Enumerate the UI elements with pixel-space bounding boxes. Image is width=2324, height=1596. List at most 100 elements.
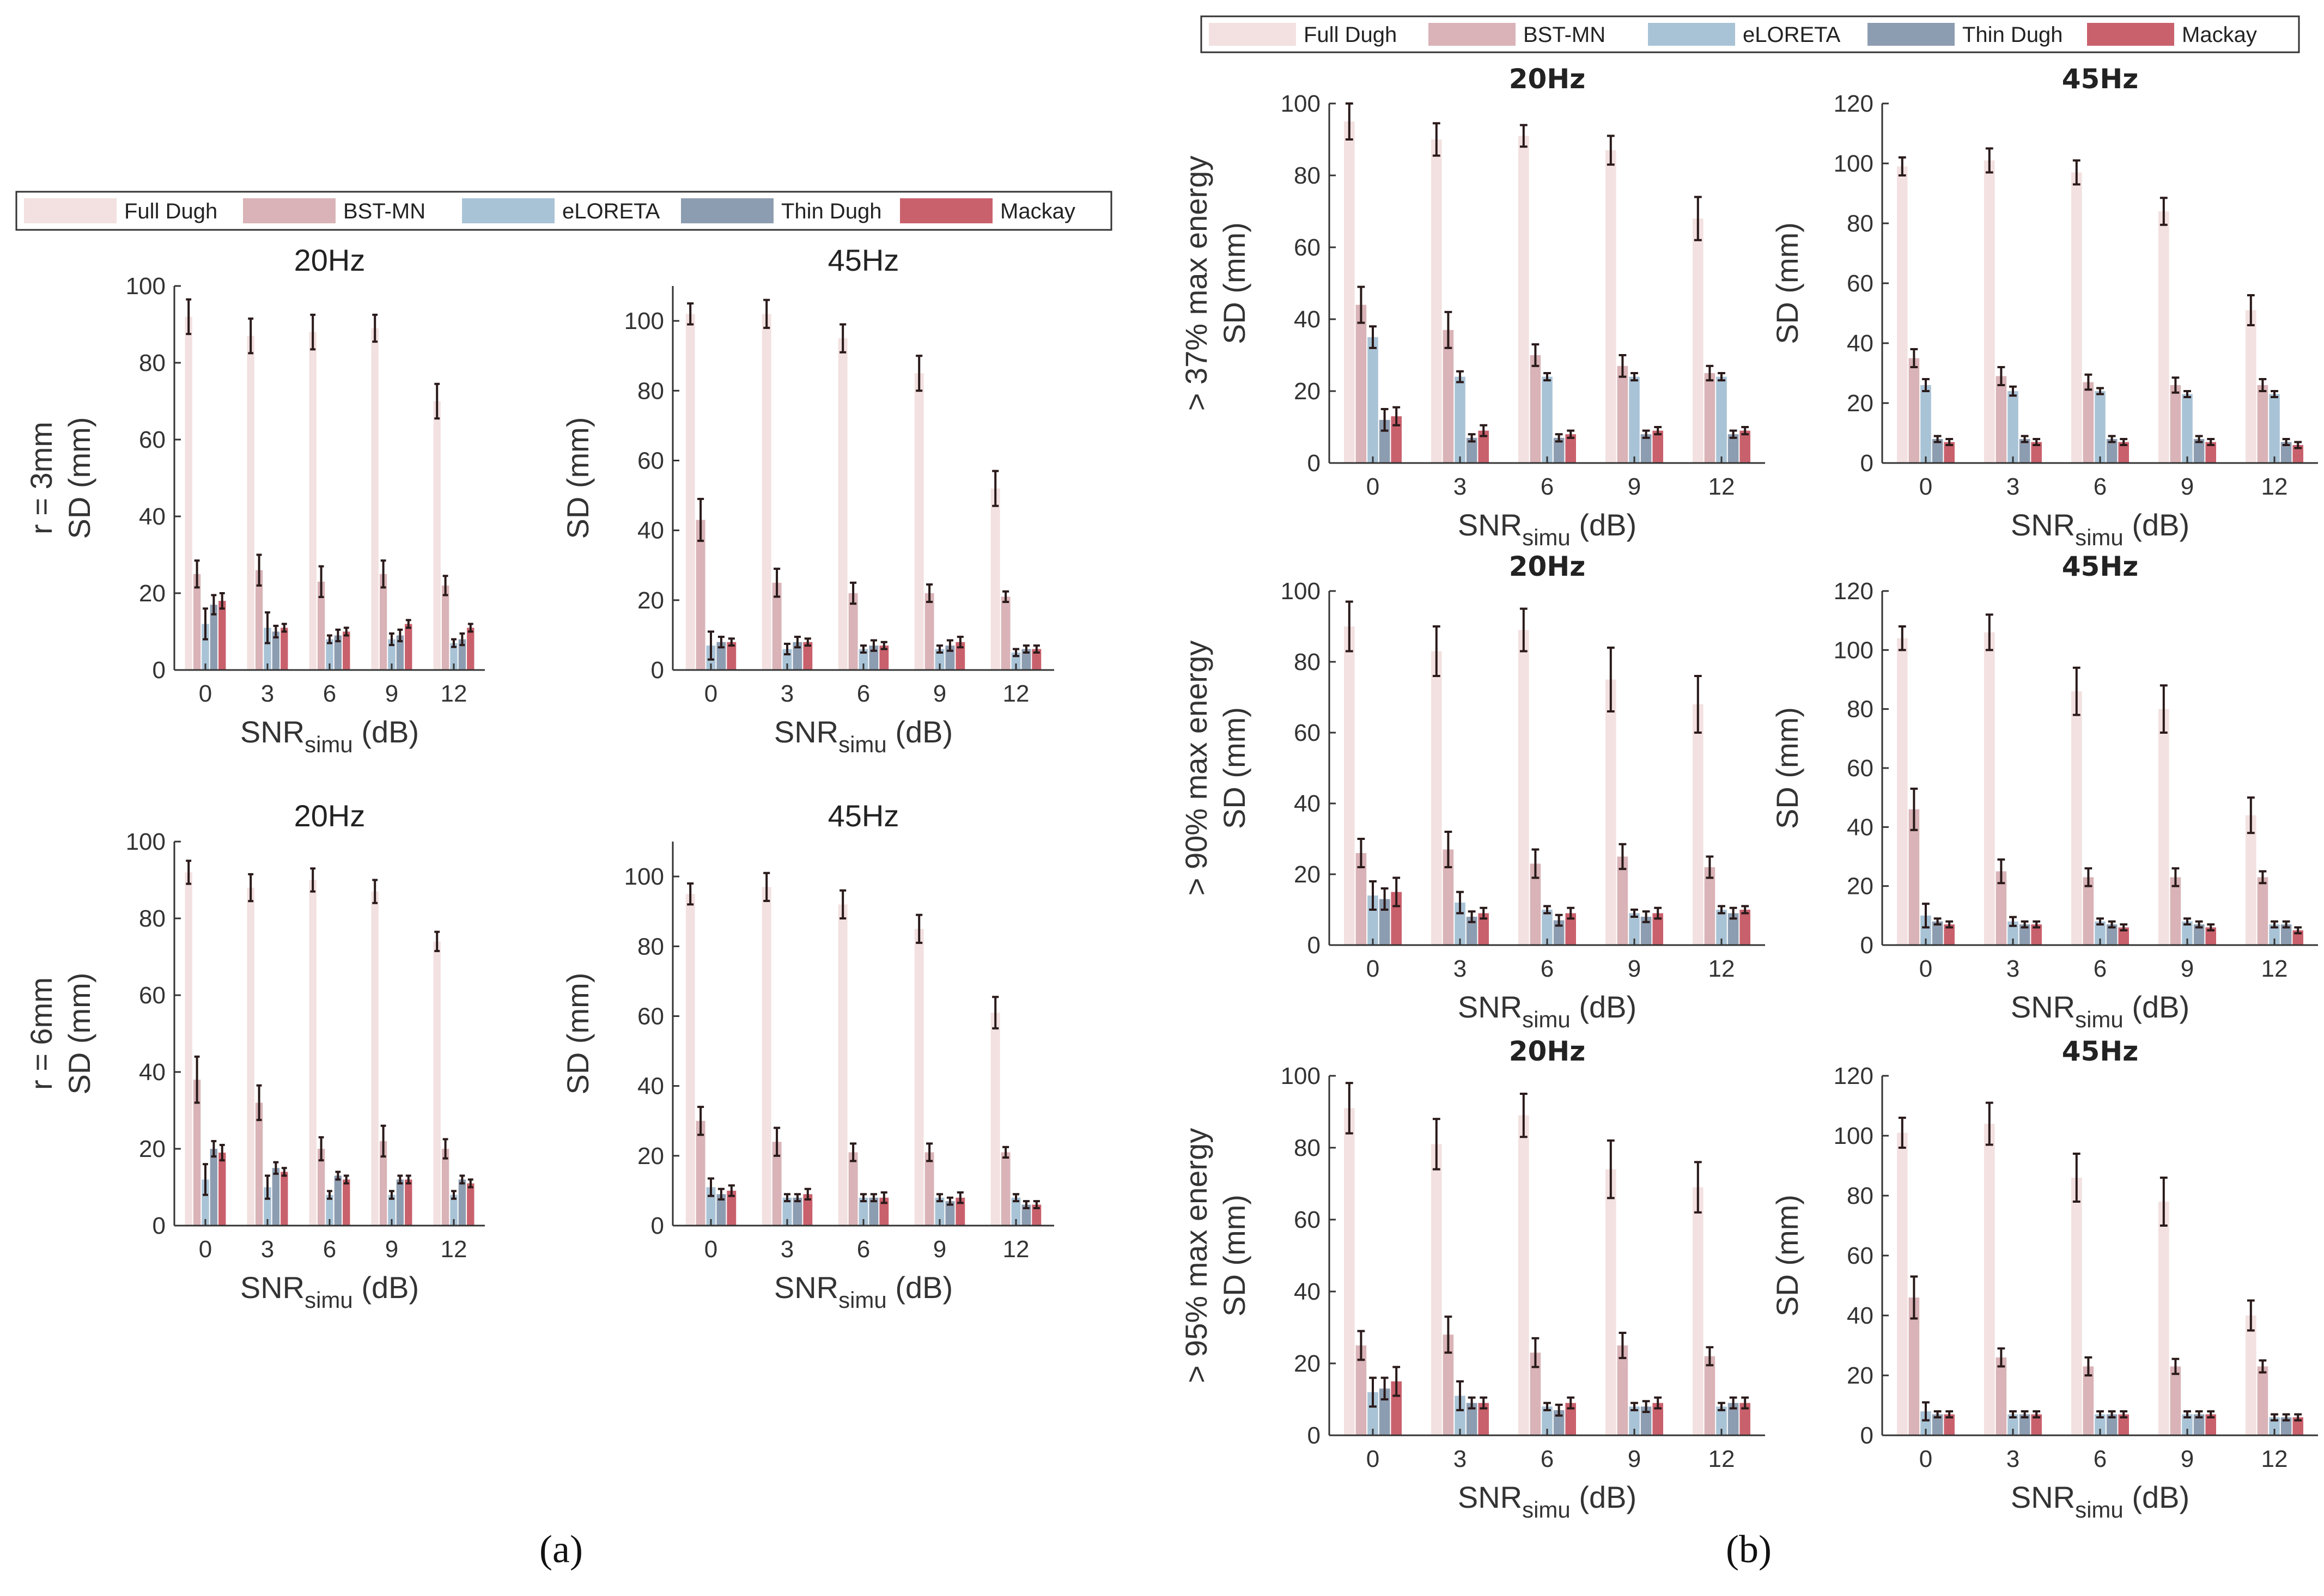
bar-full-dugh-snr-9 [914,929,924,1226]
y-tick-label: 40 [1847,1302,1873,1329]
y-tick-label: 40 [1294,790,1321,817]
bar-bst-mn-snr-12 [441,1149,449,1226]
x-tick-label: 0 [1366,473,1379,500]
bar-thin-dugh-snr-12 [458,639,466,670]
bar-mackay-snr-3 [2031,1414,2042,1435]
bar-thin-dugh-snr-12 [1021,1204,1031,1226]
chart-title: 45Hz [2062,1035,2139,1067]
bar-eloreta-snr-0 [1367,896,1378,945]
bar-mackay-snr-3 [281,1172,288,1226]
bar-thin-dugh-snr-3 [2019,439,2030,463]
bar-eloreta-snr-9 [2182,1414,2193,1435]
bar-bst-mn-snr-3 [1443,330,1454,463]
bar-full-dugh-snr-9 [371,891,379,1226]
bar-mackay-snr-6 [879,645,889,670]
x-axis-label: SNRsimu (dB) [2011,508,2189,550]
bar-bst-mn-snr-9 [379,1141,387,1226]
y-tick-label: 100 [126,829,166,855]
y-tick-label: 20 [1294,861,1321,888]
y-tick-label: 80 [1294,1135,1321,1161]
bar-bst-mn-snr-3 [1996,376,2007,463]
bar-eloreta-snr-12 [2269,924,2280,945]
bar-bst-mn-snr-3 [1996,871,2007,945]
bar-mackay-snr-0 [218,601,226,670]
legend-label-eloreta: eLORETA [1743,23,1841,47]
x-axis-label-main: SNR [774,1270,838,1305]
bar-full-dugh-snr-12 [2246,815,2256,945]
bar-bst-mn-snr-3 [1996,1357,2007,1435]
y-tick-label: 20 [1847,1362,1873,1389]
chart-title: 20Hz [1509,551,1586,582]
bar-full-dugh-snr-3 [1431,651,1442,945]
legend-label-mackay: Mackay [2182,23,2257,47]
bar-bst-mn-snr-9 [2170,385,2181,463]
bar-mackay-snr-6 [343,631,350,670]
y-tick-label: 0 [1307,450,1321,477]
bar-eloreta-snr-12 [1716,910,1727,945]
bar-eloreta-snr-0 [1920,385,1931,463]
bar-bst-mn-snr-0 [1908,809,1920,945]
bar-full-dugh-snr-6 [1518,1115,1529,1435]
bar-full-dugh-snr-0 [1344,626,1355,945]
x-axis-label: SNRsimu (dB) [2011,990,2189,1032]
bar-eloreta-snr-9 [388,639,396,670]
y-tick-label: 40 [1847,814,1873,840]
bar-bst-mn-snr-6 [2083,1366,2094,1435]
row-label: > 95% max energy [1179,1128,1213,1383]
chart-title: 20Hz [1509,63,1586,95]
bar-mackay-snr-6 [343,1179,350,1226]
x-tick-label: 9 [933,1236,946,1263]
chart-title: 20Hz [294,243,366,277]
bar-thin-dugh-snr-6 [2106,1414,2118,1435]
bar-full-dugh-snr-9 [2158,211,2169,463]
x-tick-label: 6 [2094,955,2107,982]
bar-eloreta-snr-9 [2182,394,2193,463]
chart-7: 20Hz 0 20 40 60 80 100 0 3 6 9 12 SNRsimu (dB) SD (mm… [1179,551,1765,1032]
x-tick-label: 9 [933,680,946,707]
x-tick-label: 0 [1366,1446,1379,1472]
y-axis-label: SD (mm) [1770,707,1804,829]
bar-mackay-snr-6 [2118,1414,2129,1435]
bar-full-dugh-snr-9 [2158,709,2169,945]
bar-full-dugh-snr-12 [433,401,441,670]
bar-full-dugh-snr-3 [762,314,771,670]
bar-full-dugh-snr-3 [1984,1124,1995,1435]
bar-mackay-snr-9 [1652,913,1663,945]
x-axis-label-subscript: simu [305,732,353,757]
bar-full-dugh-snr-3 [247,887,254,1226]
y-tick-label: 60 [1294,234,1321,261]
chart-title: 20Hz [294,799,366,833]
x-axis-label-subscript: simu [2075,1497,2124,1522]
y-axis-label: SD (mm) [1770,222,1804,344]
bar-thin-dugh-snr-12 [2280,924,2292,945]
bar-mackay-snr-0 [218,1153,226,1226]
bar-eloreta-snr-6 [2095,921,2106,945]
y-tick-label: 120 [1834,1063,1873,1089]
legend-label-bst-mn: BST-MN [343,199,425,223]
y-tick-label: 100 [1834,1123,1873,1149]
bar-mackay-snr-6 [1565,1403,1576,1435]
bar-mackay-snr-3 [1478,1403,1489,1435]
bar-full-dugh-snr-0 [685,894,695,1226]
x-axis-label-main: SNR [1458,990,1522,1024]
x-tick-label: 12 [2261,473,2288,500]
bar-thin-dugh-snr-9 [2193,924,2205,945]
bar-thin-dugh-snr-9 [1640,1406,1652,1435]
panel-label-b: (b) [1726,1527,1772,1571]
bar-eloreta-snr-3 [2007,1414,2018,1435]
bar-mackay-snr-6 [1565,913,1576,945]
legend-swatch-mackay [900,198,993,223]
y-tick-label: 40 [637,1073,664,1100]
x-axis-label-unit: (dB) [353,1270,419,1305]
bar-eloreta-snr-6 [1542,376,1553,463]
bar-mackay-snr-12 [467,1183,474,1226]
y-tick-label: 20 [139,580,166,607]
legend-label-thin-dugh: Thin Dugh [781,199,882,223]
bar-bst-mn-snr-6 [1530,355,1541,463]
bar-bst-mn-snr-6 [848,593,858,670]
bar-bst-mn-snr-6 [317,1149,325,1226]
x-tick-label: 6 [2094,473,2107,500]
row-label: > 37% max energy [1179,156,1213,411]
x-tick-label: 0 [1919,473,1932,500]
x-tick-label: 0 [704,680,717,707]
